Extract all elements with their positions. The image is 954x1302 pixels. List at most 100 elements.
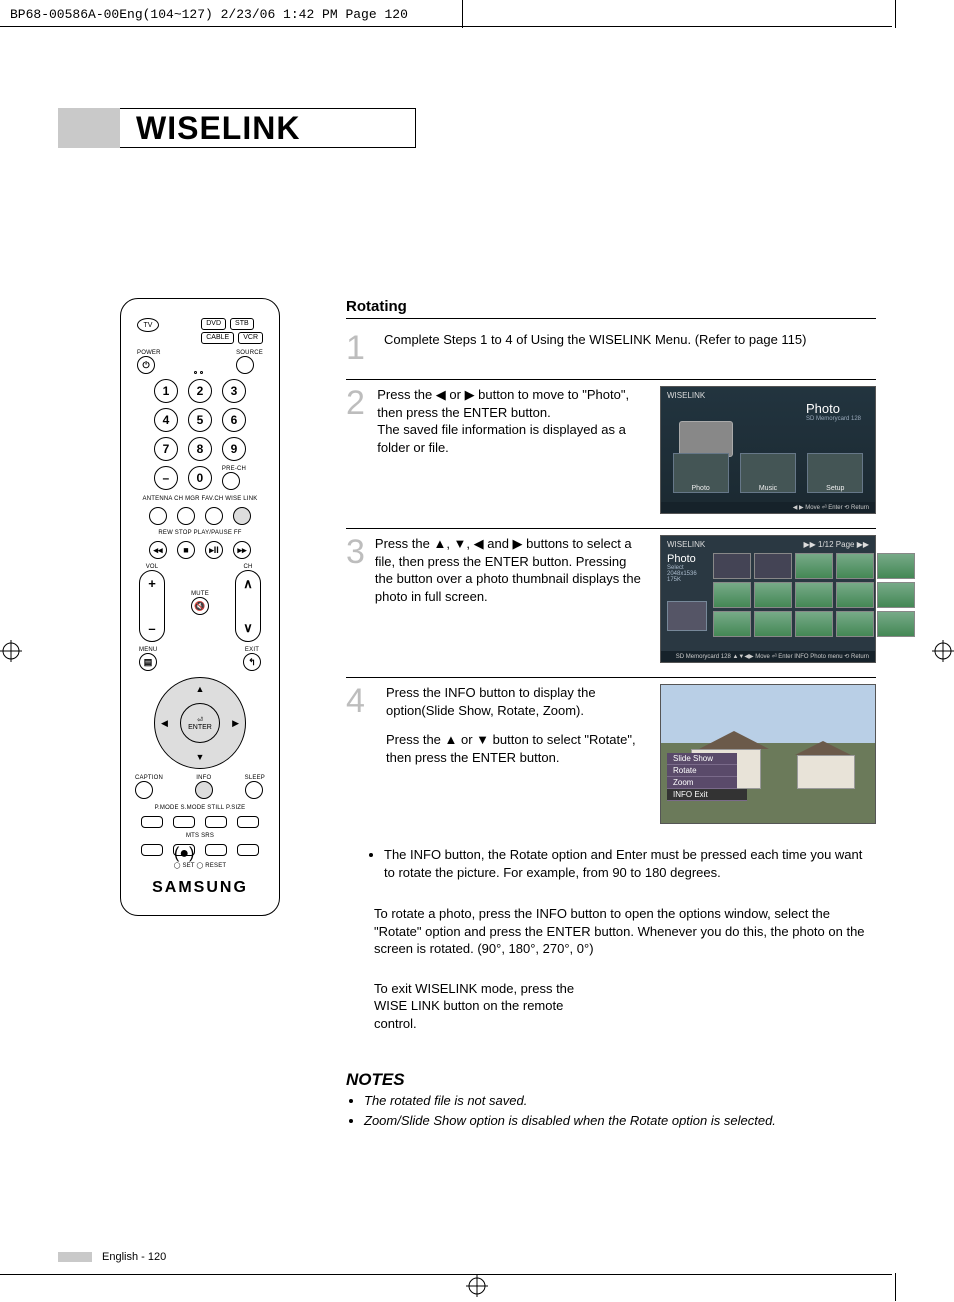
crop-marks-top: BP68-00586A-00Eng(104~127) 2/23/06 1:42 … <box>0 0 954 28</box>
vol-rocker: +– <box>139 570 165 642</box>
caption-button <box>135 781 153 799</box>
title-grey-block <box>58 108 120 148</box>
step-2: 2 Press the ◀ or ▶ button to move to "Ph… <box>346 380 876 528</box>
thumb <box>713 582 751 608</box>
mts-button <box>141 844 163 856</box>
crop-line <box>0 1274 892 1275</box>
notes-list: The rotated file is not saved. Zoom/Slid… <box>346 1092 876 1129</box>
num-8: 8 <box>188 437 212 461</box>
shot-footer: ◀ ▶ Move ⏎ Enter ⟲ Return <box>661 502 875 513</box>
num-5: 5 <box>188 408 212 432</box>
exit-button: ↰ <box>243 653 261 671</box>
enter-button: ⏎ENTER <box>180 703 220 743</box>
remote-column: TV DVDSTB CABLEVCR POWER⏻ SOURCE 123 456… <box>120 298 300 916</box>
ff-button: ▸▸ <box>233 541 251 559</box>
info-label: INFO <box>195 775 213 781</box>
photo-sub: SD Memorycard 128 <box>806 416 861 422</box>
blank-button <box>205 844 227 856</box>
photo-title: Photo <box>806 401 861 416</box>
grid-subtitle: Select 2048x1536 175K <box>667 565 707 583</box>
thumb <box>795 553 833 579</box>
content-column: Rotating 1 Complete Steps 1 to 4 of Usin… <box>346 298 876 1131</box>
device-pill: VCR <box>238 332 263 344</box>
vol-label: VOL <box>139 564 165 570</box>
remote-control: TV DVDSTB CABLEVCR POWER⏻ SOURCE 123 456… <box>120 298 280 916</box>
thumb <box>877 611 915 637</box>
num-0: 0 <box>188 466 212 490</box>
wiselink-button <box>233 507 251 525</box>
crop-tick <box>462 0 463 28</box>
caption-label: CAPTION <box>135 775 163 781</box>
step4-p1: Press the INFO button to display the opt… <box>386 684 648 719</box>
step4-p2: Press the ▲ or ▼ button to select "Rotat… <box>386 731 648 766</box>
num-7: 7 <box>154 437 178 461</box>
power-label: POWER <box>137 350 161 356</box>
opt-zoom: Zoom <box>667 777 737 789</box>
source-button <box>236 356 254 374</box>
thumb <box>754 582 792 608</box>
thumb-upfolder <box>713 553 751 579</box>
psize-button <box>237 816 259 828</box>
num-3: 3 <box>222 379 246 403</box>
shot-footer: SD Memorycard 128 ▲▼◀▶ Move ⏎ Enter INFO… <box>661 651 875 662</box>
favch-button <box>205 507 223 525</box>
notes-heading: NOTES <box>346 1070 876 1090</box>
device-pill: DVD <box>201 318 226 330</box>
step4-p3: To rotate a photo, press the INFO button… <box>346 905 876 958</box>
crop-tick <box>895 0 896 28</box>
screenshot-photo-menu: WISELINK Photo SD Memorycard 128 Photo M… <box>660 386 876 514</box>
grid-title: Photo <box>667 553 707 565</box>
thumb <box>795 582 833 608</box>
note-item: The rotated file is not saved. <box>364 1092 876 1110</box>
thumb <box>795 611 833 637</box>
thumb-folder <box>754 553 792 579</box>
smode-button <box>173 816 195 828</box>
sleep-button <box>245 781 263 799</box>
thumb <box>713 611 751 637</box>
row-labels: ANTENNA CH MGR FAV.CH WISE LINK <box>131 496 269 502</box>
opt-rotate: Rotate <box>667 765 737 777</box>
chmgr-button <box>177 507 195 525</box>
menu-button: ▤ <box>139 653 157 671</box>
opt-exit: INFO Exit <box>667 789 747 801</box>
step-text: Complete Steps 1 to 4 of Using the WISEL… <box>384 331 876 365</box>
exit-label: EXIT <box>243 647 261 653</box>
antenna-button <box>149 507 167 525</box>
up-arrow-icon: ▲ <box>196 684 205 694</box>
num-9: 9 <box>222 437 246 461</box>
brand-label: SAMSUNG <box>131 879 269 897</box>
thumb <box>754 611 792 637</box>
step-3: 3 Press the ▲, ▼, ◀ and ▶ buttons to sel… <box>346 529 876 677</box>
pmode-button <box>141 816 163 828</box>
nav-ring: ▲ ◀ ▶ ▼ ⏎ENTER <box>154 677 246 769</box>
step-1: 1 Complete Steps 1 to 4 of Using the WIS… <box>346 325 876 379</box>
screenshot-rotate-menu: Slide Show Rotate Zoom INFO Exit <box>660 684 876 824</box>
stop-button: ■ <box>177 541 195 559</box>
registration-mark-icon <box>0 640 22 662</box>
footer-grey-block <box>58 1252 92 1262</box>
note-item: Zoom/Slide Show option is disabled when … <box>364 1112 876 1130</box>
dash-button: – <box>154 466 178 490</box>
title-bar: WISELINK <box>58 108 416 148</box>
source-label: SOURCE <box>236 350 263 356</box>
thumb <box>877 582 915 608</box>
rew-button: ◂◂ <box>149 541 167 559</box>
page: WISELINK TV DVDSTB CABLEVCR POWER⏻ SOURC… <box>58 32 896 1269</box>
step-number: 3 <box>346 535 365 663</box>
mts-row: MTS SRS <box>131 833 269 839</box>
menu-music: Music <box>740 453 796 493</box>
shot-page: ▶▶ 1/12 Page ▶▶ <box>803 540 869 549</box>
crop-line <box>0 26 892 27</box>
transport-labels: REW STOP PLAY/PAUSE FF <box>131 530 269 536</box>
step-number: 1 <box>346 331 374 365</box>
still-button <box>205 816 227 828</box>
thumb <box>836 611 874 637</box>
device-pill: CABLE <box>201 332 234 344</box>
shot-brand: WISELINK <box>667 540 705 549</box>
crop-marks-bottom <box>0 1273 954 1301</box>
step-number: 2 <box>346 386 367 514</box>
menu-photo: Photo <box>673 453 729 493</box>
info-popup: Slide Show Rotate Zoom INFO Exit <box>667 753 747 801</box>
sleep-label: SLEEP <box>245 775 265 781</box>
right-arrow-icon: ▶ <box>232 718 239 729</box>
